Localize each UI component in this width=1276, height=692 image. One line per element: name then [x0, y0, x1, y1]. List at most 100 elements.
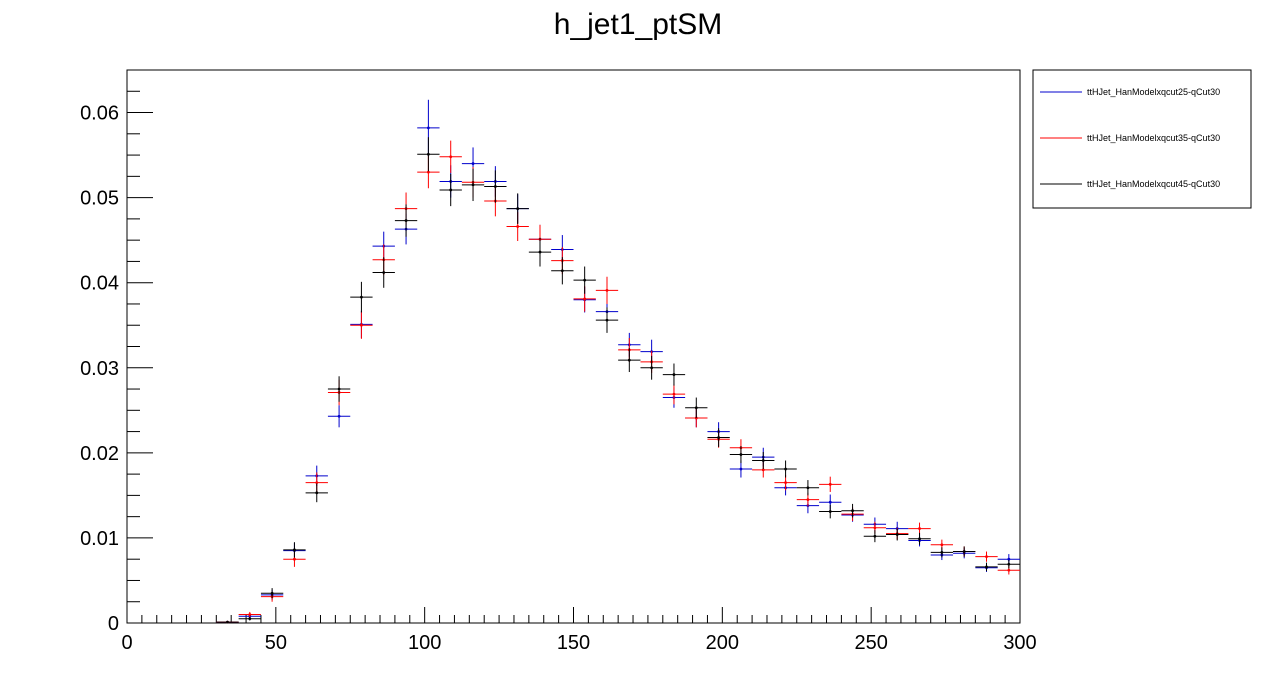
point-marker	[1007, 557, 1011, 561]
series-2	[216, 140, 1020, 624]
data-point	[662, 383, 686, 405]
data-point	[439, 140, 462, 173]
point-marker	[985, 555, 988, 559]
point-marker	[650, 366, 654, 370]
point-marker	[560, 269, 564, 273]
x-axis: 0 50 100 150 200 250 300	[121, 607, 1037, 654]
legend-label: ttHJet_HanModelxqcut25-qCut30	[1087, 87, 1220, 97]
point-marker	[293, 557, 296, 561]
point-marker	[248, 617, 252, 621]
data-point	[819, 504, 842, 519]
data-point	[841, 503, 864, 518]
point-marker	[918, 527, 921, 530]
point-marker	[873, 526, 877, 530]
point-marker	[672, 373, 676, 376]
point-marker	[784, 481, 787, 485]
point-marker	[471, 162, 475, 165]
data-point	[997, 560, 1020, 569]
point-marker	[248, 613, 252, 616]
y-tick-label: 0.02	[80, 443, 119, 465]
point-marker	[538, 250, 542, 254]
data-point	[461, 168, 485, 202]
x-tick-label: 0	[121, 632, 132, 654]
data-point	[640, 355, 663, 380]
data-point	[327, 405, 351, 428]
point-marker	[739, 453, 743, 456]
point-marker	[940, 550, 944, 554]
data-point	[930, 547, 954, 558]
data-point	[774, 460, 797, 478]
data-point	[863, 530, 887, 543]
data-point	[528, 237, 552, 267]
data-point	[439, 173, 462, 207]
data-point	[417, 137, 440, 172]
point-marker	[337, 414, 341, 418]
data-point	[618, 348, 641, 373]
point-marker	[226, 620, 229, 624]
data-point	[729, 460, 753, 478]
point-marker	[873, 534, 877, 538]
x-tick-label: 100	[408, 632, 441, 654]
legend-box	[1032, 69, 1252, 209]
y-tick-label: 0	[108, 613, 119, 635]
point-marker	[806, 498, 810, 502]
data-point	[685, 397, 708, 418]
data-point	[506, 193, 529, 224]
point-marker	[1007, 562, 1011, 566]
data-point	[216, 620, 239, 624]
point-marker	[449, 155, 453, 159]
data-point	[238, 611, 261, 618]
legend-entry: ttHJet_HanModelxqcut35-qCut30	[1040, 133, 1220, 143]
point-marker	[985, 565, 988, 569]
y-tick-label: 0.06	[80, 103, 119, 125]
point-marker	[426, 126, 430, 130]
data-point	[662, 363, 686, 386]
point-marker	[426, 170, 430, 174]
data-point	[350, 281, 373, 313]
data-point	[953, 546, 976, 557]
point-marker	[516, 225, 520, 228]
data-point	[283, 542, 306, 558]
point-marker	[806, 486, 810, 490]
x-tick-label: 50	[265, 632, 287, 654]
series-1	[216, 99, 1020, 624]
point-marker	[360, 295, 363, 299]
x-tick-label: 300	[1003, 632, 1036, 654]
point-marker	[471, 183, 475, 187]
y-tick-label: 0.03	[80, 358, 119, 380]
point-marker	[717, 436, 721, 439]
data-point	[551, 257, 574, 285]
point-marker	[1007, 568, 1011, 572]
point-marker	[583, 278, 587, 282]
point-marker	[672, 392, 676, 396]
point-marker	[583, 297, 587, 301]
data-point	[707, 428, 730, 447]
legend-label: ttHJet_HanModelxqcut45-qCut30	[1087, 179, 1220, 189]
data-point	[372, 257, 395, 288]
legend-label: ttHJet_HanModelxqcut35-qCut30	[1087, 133, 1220, 143]
data-point	[975, 562, 998, 572]
data-point	[573, 266, 596, 294]
data-point	[796, 480, 820, 496]
point-marker	[940, 543, 944, 547]
data-point	[908, 522, 931, 535]
data-point	[484, 170, 507, 203]
point-marker	[360, 323, 363, 327]
point-marker	[449, 188, 453, 192]
legend-entry: ttHJet_HanModelxqcut25-qCut30	[1040, 87, 1220, 97]
data-point	[729, 446, 753, 464]
data-point	[908, 532, 931, 545]
x-tick-label: 250	[854, 632, 887, 654]
data-series	[216, 99, 1020, 624]
point-marker	[315, 491, 319, 495]
data-point	[327, 376, 351, 402]
point-marker	[605, 318, 609, 322]
point-marker	[516, 207, 520, 211]
point-marker	[337, 387, 341, 391]
point-marker	[895, 533, 899, 536]
point-marker	[761, 468, 765, 472]
point-marker	[828, 510, 832, 513]
y-axis: 0 0.01 0.02 0.03 0.04 0.05 0.06	[80, 69, 153, 635]
point-marker	[784, 467, 787, 471]
